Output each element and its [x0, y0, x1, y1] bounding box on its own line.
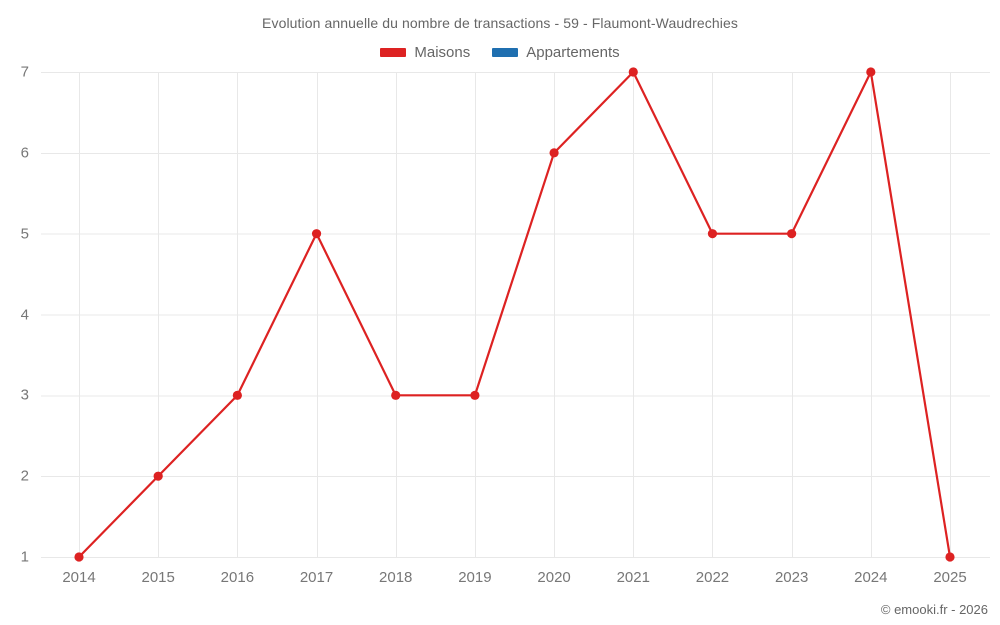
x-axis-tick-label: 2023	[774, 569, 809, 586]
x-axis-tick-label: 2022	[695, 569, 730, 586]
data-point[interactable]	[232, 390, 242, 400]
x-axis-tick-label: 2021	[616, 569, 650, 586]
data-point[interactable]	[391, 390, 401, 400]
y-axis-tick-label: 6	[20, 144, 29, 162]
page-title: Evolution annuelle du nombre de transact…	[262, 15, 738, 31]
x-axis-tick-label: 2014	[62, 569, 96, 586]
vertical-gridlines	[79, 72, 951, 557]
data-point[interactable]	[945, 552, 955, 562]
x-axis-tick-label: 2016	[220, 569, 255, 586]
legend-swatch-icon	[492, 48, 519, 57]
y-axis-tick-label: 7	[20, 63, 29, 81]
legend-item-appartements[interactable]: Appartements	[492, 44, 620, 61]
horizontal-gridlines	[41, 72, 990, 558]
y-axis-tick-label: 4	[20, 306, 29, 323]
x-axis-tick-label: 2017	[299, 569, 334, 586]
x-axis-tick-label: 2024	[854, 569, 888, 586]
y-axis-tick-label: 3	[20, 386, 29, 404]
data-point[interactable]	[311, 229, 322, 239]
data-point[interactable]	[74, 552, 84, 562]
data-point[interactable]	[866, 67, 876, 77]
legend-swatch-icon	[380, 48, 407, 57]
y-axis-tick-label: 1	[20, 548, 29, 566]
x-axis-tick-label: 2019	[458, 569, 492, 586]
y-axis-tick-label: 2	[20, 467, 29, 485]
series-markers	[74, 67, 955, 562]
x-axis-tick-label: 2020	[537, 569, 571, 586]
data-point[interactable]	[628, 67, 638, 77]
legend-item-maisons[interactable]: Maisons	[380, 44, 470, 61]
data-point[interactable]	[153, 471, 163, 481]
data-point[interactable]	[549, 148, 559, 158]
data-point[interactable]	[787, 229, 797, 239]
footer-credit: © emooki.fr - 2026	[880, 602, 988, 617]
x-axis-tick-label: 2025	[933, 569, 967, 586]
x-axis-tick-label: 2018	[379, 569, 413, 586]
legend-label: Maisons	[414, 44, 471, 61]
series-lines	[77, 70, 952, 559]
x-axis-tick-label: 2015	[141, 569, 175, 586]
data-point[interactable]	[470, 390, 480, 400]
chart-legend: Maisons Appartements	[0, 44, 1000, 61]
legend-label: Appartements	[526, 44, 620, 61]
data-point[interactable]	[707, 229, 718, 239]
series-line-maisons	[77, 70, 952, 559]
y-axis-tick-label: 5	[20, 225, 29, 243]
